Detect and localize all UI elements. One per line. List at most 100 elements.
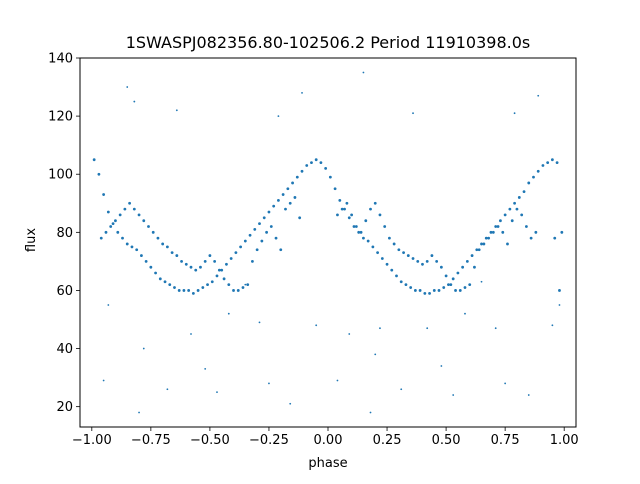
data-point xyxy=(142,347,145,350)
data-point xyxy=(439,265,443,269)
data-point xyxy=(293,196,297,199)
data-point xyxy=(277,198,280,202)
data-point xyxy=(527,394,530,396)
data-point xyxy=(392,242,396,246)
data-point xyxy=(175,109,178,112)
data-point xyxy=(426,327,429,330)
data-point xyxy=(520,213,524,217)
data-point xyxy=(217,268,221,272)
data-point xyxy=(258,222,261,226)
data-point xyxy=(333,187,337,191)
chart-title: 1SWASPJ082356.80-102506.2 Period 1191039… xyxy=(126,33,531,52)
data-point xyxy=(525,225,528,228)
data-point xyxy=(413,289,417,292)
axis-ticks: −1.00 −0.75 −0.50 −0.25 0.00 0.25 0.50 0.75 1.00… xyxy=(48,52,578,449)
data-point xyxy=(395,274,398,278)
data-point xyxy=(132,207,136,211)
data-point xyxy=(199,265,202,269)
data-point xyxy=(468,283,472,287)
data-point xyxy=(379,327,381,330)
data-point xyxy=(121,236,124,240)
data-point xyxy=(475,248,479,252)
data-point xyxy=(560,230,564,234)
data-point xyxy=(107,304,110,306)
data-point xyxy=(284,207,287,211)
data-point xyxy=(102,379,105,382)
data-point xyxy=(397,248,401,252)
data-point xyxy=(253,228,257,231)
data-point xyxy=(473,265,476,269)
data-point xyxy=(246,283,250,287)
data-point xyxy=(324,167,328,170)
data-point xyxy=(400,388,403,391)
data-point xyxy=(203,259,207,263)
data-point xyxy=(315,324,318,327)
data-point xyxy=(184,262,188,266)
data-point xyxy=(151,230,155,234)
data-point xyxy=(449,283,453,287)
data-point xyxy=(92,158,96,162)
data-point xyxy=(265,230,268,234)
plot-frame xyxy=(79,57,577,428)
data-point xyxy=(551,324,554,327)
data-point xyxy=(314,158,318,162)
data-point xyxy=(390,268,394,272)
data-point xyxy=(416,259,420,263)
data-point xyxy=(343,207,346,211)
data-point xyxy=(216,391,218,394)
x-tick-label: −1.00 xyxy=(72,433,112,448)
data-point xyxy=(305,164,309,167)
data-point xyxy=(248,233,252,237)
data-point xyxy=(289,402,292,405)
data-point xyxy=(421,262,424,266)
data-point xyxy=(267,210,271,214)
data-point xyxy=(527,181,531,185)
data-point xyxy=(352,225,356,228)
data-point xyxy=(463,286,467,289)
data-point xyxy=(371,245,375,249)
data-point xyxy=(402,251,405,255)
data-point xyxy=(222,277,226,281)
data-point xyxy=(118,213,122,217)
data-point xyxy=(258,321,261,324)
data-point xyxy=(541,164,545,167)
x-tick-label: −0.75 xyxy=(131,433,171,448)
data-point xyxy=(262,216,266,220)
data-point xyxy=(201,286,205,289)
data-point xyxy=(366,239,370,243)
data-point xyxy=(190,333,192,335)
data-point xyxy=(163,280,167,284)
data-point xyxy=(510,219,514,223)
data-point xyxy=(328,175,332,179)
data-point xyxy=(102,193,106,196)
data-point xyxy=(430,254,434,257)
data-point xyxy=(99,236,103,240)
data-point xyxy=(269,225,273,228)
y-tick-label: 80 xyxy=(56,226,73,241)
data-point xyxy=(532,175,535,179)
data-point xyxy=(268,382,270,385)
data-point xyxy=(170,251,174,255)
data-point xyxy=(227,283,231,287)
data-point xyxy=(347,216,351,220)
data-point xyxy=(425,259,429,263)
data-point xyxy=(454,289,457,292)
y-tick-label: 100 xyxy=(48,168,73,183)
data-point xyxy=(503,213,507,217)
data-point xyxy=(106,210,110,214)
data-point xyxy=(513,112,516,115)
data-point xyxy=(456,271,460,275)
data-point xyxy=(464,312,466,315)
data-point xyxy=(166,388,169,391)
data-point xyxy=(385,262,389,266)
data-point xyxy=(412,112,414,115)
data-point xyxy=(362,71,365,74)
data-point xyxy=(522,190,526,194)
data-point xyxy=(444,274,448,278)
y-tick-label: 120 xyxy=(48,110,73,125)
data-point xyxy=(354,225,358,228)
data-point xyxy=(537,94,540,97)
data-point xyxy=(362,236,365,240)
data-point xyxy=(442,286,446,289)
data-point xyxy=(487,236,491,240)
